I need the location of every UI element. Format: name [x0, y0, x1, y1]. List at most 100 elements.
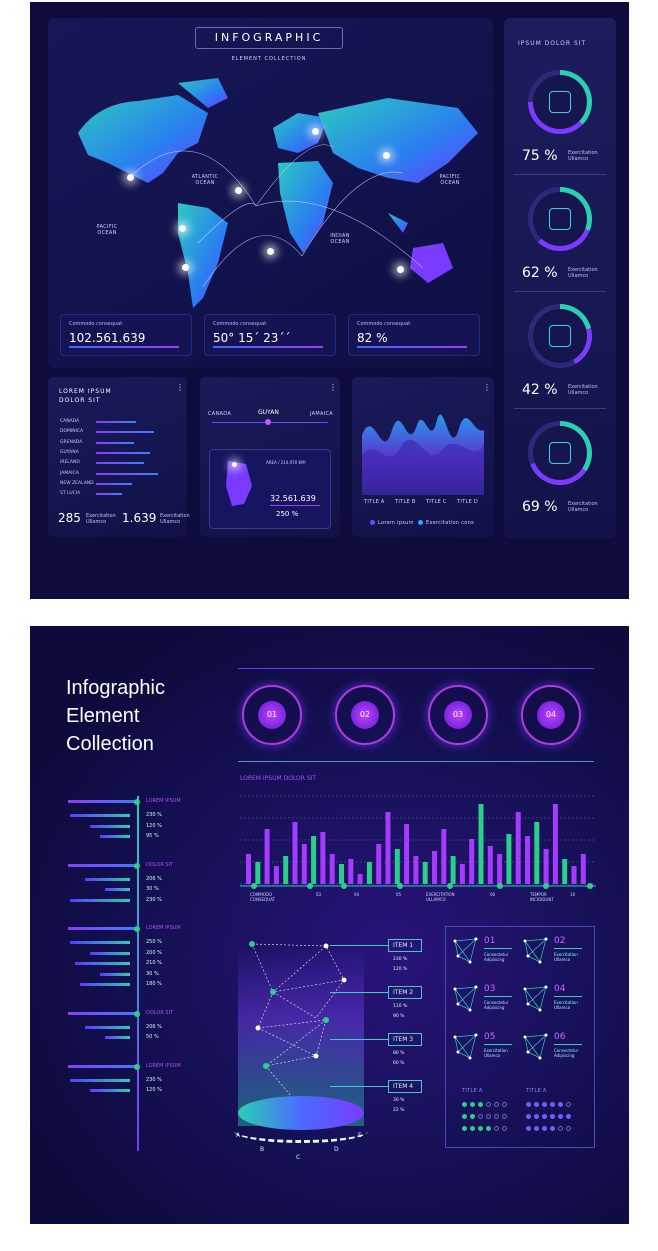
country-label: NEW ZEALAND: [60, 480, 94, 486]
country-card: LOREM IPSUM DOLOR SIT ⋮ CANADA DOMINICA GR…: [48, 377, 190, 537]
ring-percent: 69 %: [522, 499, 558, 515]
main-subtitle: ELEMENT COLLECTION: [231, 56, 307, 62]
ocean-label-pacific-left: PACIFIC OCEAN: [96, 224, 118, 236]
location-dot[interactable]: [397, 266, 404, 273]
category-icon: [549, 208, 571, 230]
number-circle[interactable]: 02: [335, 685, 395, 745]
ring-percent: 42 %: [522, 382, 558, 398]
geo-number: 01: [484, 936, 496, 946]
guyana-pct: 250 %: [276, 510, 299, 518]
rating-dot: [558, 1114, 563, 1119]
location-dot[interactable]: [383, 152, 390, 159]
item-box[interactable]: ITEM 3: [388, 1033, 422, 1046]
chart-bar: [525, 836, 530, 884]
rating-dot: [542, 1126, 547, 1131]
location-dot[interactable]: [182, 264, 189, 271]
cylinder-letter: B: [260, 1146, 265, 1153]
rating-dot: [558, 1102, 563, 1107]
geo-label: Exercitation Ullamco: [484, 1048, 508, 1058]
location-dot[interactable]: [312, 128, 319, 135]
more-icon[interactable]: ⋮: [176, 383, 184, 392]
wave-axis-label: TITLE C: [426, 499, 447, 505]
rating-dot: [550, 1102, 555, 1107]
polygon-icon: [523, 1033, 548, 1060]
axis-label: 03: [316, 892, 322, 897]
item-value: 90 %: [393, 1014, 405, 1019]
cylinder-ticks: [234, 1119, 368, 1143]
axis-node: [134, 799, 140, 805]
slider-label-center: GUYAN: [258, 409, 279, 416]
progress-ring: [528, 187, 592, 251]
sidebar-card: IPSUM DOLOR SIT 75 % Exercitation Ullamco…: [504, 18, 616, 538]
item-box[interactable]: ITEM 1: [388, 939, 422, 952]
rating-dot: [478, 1114, 483, 1119]
chart-bar: [376, 844, 382, 884]
axis-node: [134, 926, 140, 932]
ring-label: Exercitation Ullamco: [568, 384, 598, 396]
group-value: 206 %: [146, 1023, 162, 1030]
bottom-title: Infographic Element Collection: [66, 677, 165, 755]
chart-bar: [404, 824, 410, 884]
chart-bar: [413, 856, 419, 884]
wave-axis-label: TITLE A: [364, 499, 385, 505]
rating-dot: [486, 1114, 491, 1119]
slider-handle[interactable]: [265, 419, 271, 425]
cylinder-letter: D: [334, 1146, 339, 1153]
group-value: 30 %: [146, 970, 159, 977]
more-icon[interactable]: ⋮: [329, 383, 337, 392]
number-circle[interactable]: 03: [428, 685, 488, 745]
group-value: 230 %: [146, 1076, 162, 1083]
geo-label: Exercitation Ullamco: [554, 952, 578, 962]
rating-dot: [566, 1114, 571, 1119]
location-dot[interactable]: [235, 187, 242, 194]
axis-label: 10: [570, 892, 576, 897]
chart-bar: [450, 856, 456, 884]
geo-number: 06: [554, 1032, 566, 1042]
more-icon[interactable]: ⋮: [483, 383, 491, 392]
ocean-label-pacific-right: PACIFIC OCEAN: [439, 174, 461, 186]
location-dot[interactable]: [127, 174, 134, 181]
number-circle[interactable]: 04: [521, 685, 581, 745]
chart-bar: [246, 854, 251, 884]
rating-dot: [486, 1126, 491, 1131]
item-box[interactable]: ITEM 2: [388, 986, 422, 999]
group-value: 50 %: [146, 1034, 159, 1040]
axis-label: 04: [354, 892, 360, 897]
rating-dot: [470, 1102, 475, 1107]
group-value: 230 %: [146, 812, 162, 818]
rating-dot: [502, 1126, 507, 1131]
country-label: JAMAICA: [60, 470, 79, 476]
stat-box: Commodo consequat 82 %: [348, 314, 480, 356]
dots-title: TITLE A: [462, 1088, 483, 1094]
group-value: 30 %: [146, 886, 159, 892]
country-bar: [96, 451, 150, 454]
item-value: 110 %: [393, 1004, 408, 1009]
item-box[interactable]: ITEM 4: [388, 1080, 422, 1093]
cylinder-letter: E: [358, 1132, 362, 1139]
ocean-label-atlantic: ATLANTIC OCEAN: [191, 174, 219, 186]
category-icon: [549, 442, 571, 464]
category-icon: [549, 325, 571, 347]
polygon-icon: [523, 985, 548, 1012]
ring-label: Exercitation Ullamco: [568, 267, 598, 279]
polygon-icon: [453, 937, 478, 964]
chart-bar: [469, 839, 475, 884]
chart-bar: [264, 829, 270, 884]
group-value: 120 %: [146, 1087, 162, 1093]
item-value: 30 %: [393, 1098, 405, 1103]
wave-axis-label: TITLE B: [395, 499, 416, 505]
location-dot[interactable]: [267, 248, 274, 255]
country-bar: [96, 482, 132, 485]
group-label: DOLOR SIT: [146, 861, 174, 868]
location-dot[interactable]: [179, 225, 186, 232]
group-value: 210 %: [146, 960, 162, 966]
rating-dot: [550, 1114, 555, 1119]
chart-title: LOREM IPSUM DOLOR SIT: [240, 775, 317, 782]
country-bar: [96, 472, 158, 475]
main-title: INFOGRAPHIC: [195, 27, 343, 49]
axis-label: COMMODO CONSEQUAT: [250, 892, 275, 902]
geo-number: 05: [484, 1032, 496, 1042]
item-value: 230 %: [393, 957, 408, 962]
group-label: LOREM IPSUM: [146, 1062, 181, 1069]
number-circle[interactable]: 01: [242, 685, 302, 745]
